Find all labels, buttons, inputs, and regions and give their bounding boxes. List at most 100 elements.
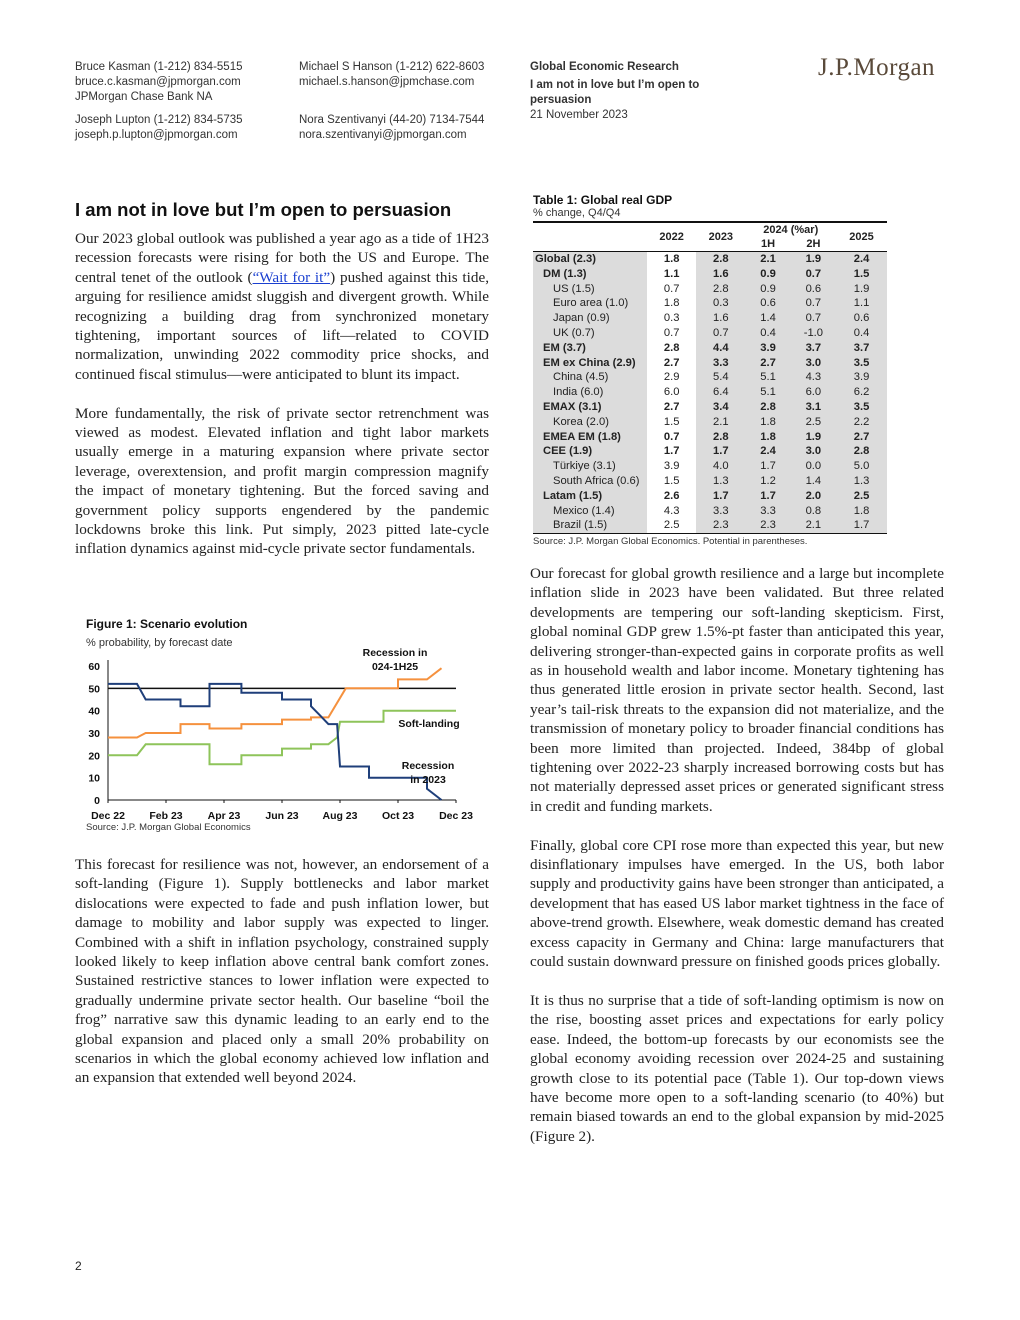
table-cell: 5.1 [745, 370, 791, 386]
table-cell: 2.3 [745, 518, 791, 534]
series-line-2 [108, 682, 443, 801]
table-cell: 0.6 [836, 311, 887, 326]
chart-title: Figure 1: Scenario evolution [86, 617, 248, 631]
table-row: South Africa (0.6) 1.5 1.3 1.2 1.4 1.3 [533, 473, 887, 489]
table-row: DM (1.3) 1.1 1.6 0.9 0.7 1.5 [533, 266, 887, 282]
table-cell: 2.8 [696, 251, 746, 267]
row-label: India (6.0) [533, 385, 648, 400]
table-cell: 1.7 [663, 445, 680, 458]
table-cell: 6.0 [663, 386, 680, 399]
table-cell: 1.5 [663, 415, 680, 428]
row-label: CEE (1.9) [533, 444, 648, 460]
table-cell: 2.4 [745, 444, 791, 460]
table-cell: 3.3 [745, 503, 791, 519]
table-row: EM (3.7) 2.8 4.4 3.9 3.7 3.7 [533, 340, 887, 356]
series-label-recession-2023: in 2023 [410, 774, 446, 786]
table-cell: 1.5 [836, 266, 887, 282]
header-2025: 2025 [849, 231, 874, 243]
table-cell: 0.7 [663, 326, 680, 339]
paragraph-1-text-b: ) pushed against this tide, arguing for … [75, 268, 489, 383]
table-cell: 1.8 [745, 414, 791, 430]
table-cell: 2.7 [745, 355, 791, 371]
table-row: China (4.5) 2.9 5.4 5.1 4.3 3.9 [533, 370, 887, 386]
x-tick-label: Dec 23 [439, 810, 473, 822]
table-cell: 4.3 [790, 370, 837, 386]
table-cell: 4.0 [696, 459, 746, 474]
table-row: Latam (1.5) 2.6 1.7 1.7 2.0 2.5 [533, 488, 887, 504]
x-tick-label: Aug 23 [322, 810, 357, 822]
chart-source: Source: J.P. Morgan Global Economics [86, 822, 251, 833]
table-cell: 0.7 [790, 266, 837, 282]
author-lupton-name: Joseph Lupton (1-212) 834-5735 [75, 114, 243, 126]
report-title: I am not in love but I’m open to persuas… [530, 79, 700, 106]
y-tick-label: 40 [88, 706, 100, 718]
x-tick-label: Feb 23 [149, 810, 182, 822]
table-row: Brazil (1.5) 2.5 2.3 2.3 2.1 1.7 [533, 518, 887, 534]
table-row: Euro area (1.0) 1.8 0.3 0.6 0.7 1.1 [533, 296, 887, 312]
table-row: CEE (1.9) 1.7 1.7 2.4 3.0 2.8 [533, 444, 887, 460]
table-cell: 2.2 [836, 414, 887, 430]
table-cell: 2.3 [696, 518, 746, 534]
header-2024: 2024 (%ar) [763, 224, 819, 236]
table-cell: 2.8 [696, 281, 746, 297]
author-kasman-name: Bruce Kasman (1-212) 834-5515 [75, 61, 243, 73]
series-label-recession-2024-1h25: Recession in [363, 647, 428, 659]
table-cell: 2.5 [836, 488, 887, 504]
jpmorgan-logo: J.P.Morgan [818, 54, 936, 81]
header-2022: 2022 [659, 231, 684, 243]
table-cell: 3.7 [790, 340, 837, 356]
table-cell: 3.1 [790, 399, 837, 415]
table-cell: 0.4 [836, 325, 887, 341]
left-column-bottom: This forecast for resilience was not, ho… [75, 855, 489, 1107]
author-hanson-email[interactable]: michael.s.hanson@jpmchase.com [299, 76, 475, 88]
table-row: Japan (0.9) 0.3 1.6 1.4 0.7 0.6 [533, 311, 887, 326]
table-cell: 1.1 [836, 296, 887, 312]
table-cell: 1.6 [696, 266, 746, 282]
table-cell: 0.6 [790, 281, 837, 297]
author-column-left: Bruce Kasman (1-212) 834-5515 bruce.c.ka… [75, 60, 243, 143]
table-cell: 3.9 [745, 340, 791, 356]
header-blank [533, 222, 647, 252]
table-cell: 2.1 [696, 414, 746, 430]
paragraph-2: More fundamentally, the risk of private … [75, 404, 489, 558]
table-cell: 1.5 [663, 474, 680, 487]
table-cell: 1.8 [745, 429, 791, 445]
row-label: Brazil (1.5) [533, 518, 648, 534]
table-cell: 0.7 [663, 430, 680, 443]
table-cell: 0.7 [790, 311, 837, 326]
table-cell: 0.9 [745, 266, 791, 282]
author-szentivanyi-email[interactable]: nora.szentivanyi@jpmorgan.com [299, 129, 467, 141]
author-kasman-email[interactable]: bruce.c.kasman@jpmorgan.com [75, 76, 241, 88]
y-tick-label: 10 [88, 773, 100, 785]
table-cell: 2.9 [663, 371, 680, 384]
table-cell: 3.3 [696, 355, 746, 371]
series-line-1 [108, 709, 456, 766]
table-cell: 3.0 [790, 444, 837, 460]
table-row: Korea (2.0) 1.5 2.1 1.8 2.5 2.2 [533, 414, 887, 430]
table-cell: 1.9 [790, 429, 837, 445]
table-cell: 1.1 [663, 267, 680, 280]
table-cell: 4.3 [663, 504, 680, 517]
table-cell: 1.8 [663, 253, 680, 265]
table-cell: 1.3 [836, 473, 887, 489]
row-label: Japan (0.9) [533, 311, 648, 326]
table-cell: 1.7 [696, 444, 746, 460]
table-cell: 1.4 [790, 473, 837, 489]
paragraph-1-text-a: Our 2023 global outlook was published a … [75, 230, 489, 286]
table-cell: 3.9 [663, 460, 680, 473]
table-cell: 1.8 [663, 297, 680, 310]
gdp-table: 2022 2023 2024 (%ar) 2025 1H 2H Global (… [533, 221, 887, 534]
row-label: UK (0.7) [533, 325, 648, 341]
figure-1-scenario-chart: Figure 1: Scenario evolution % probabili… [82, 617, 477, 839]
row-label: EM (3.7) [533, 340, 648, 356]
left-column-top: Our 2023 global outlook was published a … [75, 229, 489, 578]
series-label-recession-2024-1h25: 024-1H25 [372, 661, 418, 673]
author-lupton-email[interactable]: joseph.p.lupton@jpmorgan.com [75, 129, 238, 141]
author-hanson-name: Michael S Hanson (1-212) 622-8603 [299, 61, 485, 73]
table-cell: 5.0 [836, 459, 887, 474]
table-cell: 0.7 [790, 296, 837, 312]
table-cell: 0.7 [696, 325, 746, 341]
table-cell: 2.8 [663, 341, 680, 354]
wait-for-it-link[interactable]: “Wait for it” [252, 268, 331, 286]
table-row: EMEA EM (1.8) 0.7 2.8 1.8 1.9 2.7 [533, 429, 887, 445]
